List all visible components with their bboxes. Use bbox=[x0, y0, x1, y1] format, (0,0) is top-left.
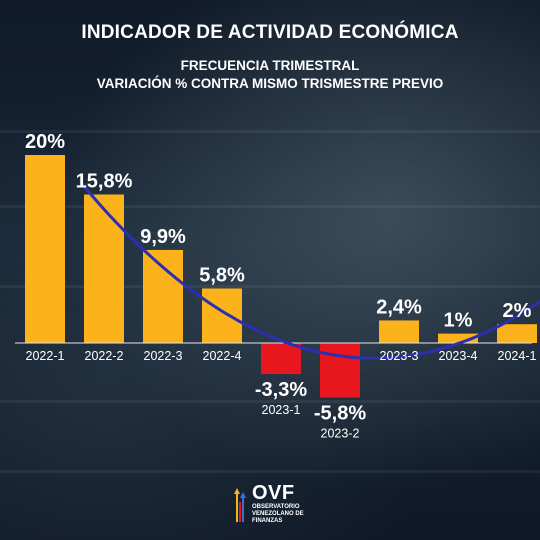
chart-subtitle-variation: VARIACIÓN % CONTRA MISMO TRISMESTRE PREV… bbox=[96, 76, 444, 91]
category-label: 2023-1 bbox=[262, 403, 301, 417]
bar-2023-2 bbox=[320, 343, 360, 398]
value-label: 9,9% bbox=[140, 226, 186, 248]
background-shelf bbox=[0, 400, 540, 403]
category-label: 2022-4 bbox=[203, 349, 242, 363]
logo-name: OVF bbox=[252, 482, 295, 504]
category-label: 2024-1 bbox=[498, 349, 537, 363]
value-label: 20% bbox=[25, 131, 65, 153]
bar-2023-4 bbox=[438, 333, 478, 343]
bar-2022-1 bbox=[25, 155, 65, 343]
chart-subtitle-frequency: FRECUENCIA TRIMESTRAL bbox=[180, 58, 360, 73]
bar-2024-1 bbox=[497, 324, 537, 343]
category-labels-group: 2022-1 2022-2 2022-3 2022-4 2023-1 2023-2 2023… bbox=[26, 349, 537, 441]
background-shelf bbox=[0, 285, 540, 288]
category-label: 2022-1 bbox=[26, 349, 65, 363]
background-shelf bbox=[0, 205, 540, 208]
ovf-arrows-icon bbox=[234, 488, 246, 522]
logo-tagline-line: OBSERVATORIO bbox=[252, 504, 300, 510]
category-label: 2023-4 bbox=[439, 349, 478, 363]
value-label: 15,8% bbox=[76, 170, 133, 192]
value-label: -3,3% bbox=[255, 379, 307, 401]
logo-tagline-line: FINANZAS bbox=[252, 518, 283, 524]
ovf-logo: OVF OBSERVATORIO VENEZOLANO DE FINANZAS bbox=[232, 482, 322, 524]
category-label: 2022-2 bbox=[85, 349, 124, 363]
category-label: 2022-3 bbox=[144, 349, 183, 363]
bar-2022-4 bbox=[202, 288, 242, 343]
bar-2022-3 bbox=[143, 249, 183, 343]
value-labels-group: 20% 15,8% 9,9% 5,8% -3,3% -5,8% 2,4% 1% 2% bbox=[25, 131, 532, 425]
background-shelf bbox=[0, 130, 540, 133]
trend-line bbox=[79, 181, 540, 360]
background-shelf bbox=[0, 470, 540, 473]
bar-2023-3 bbox=[379, 320, 419, 343]
value-label: 5,8% bbox=[199, 264, 245, 286]
category-label: 2023-3 bbox=[380, 349, 419, 363]
value-label: 2,4% bbox=[376, 296, 422, 318]
logo-tagline-line: VENEZOLANO DE bbox=[252, 511, 304, 517]
value-label: -5,8% bbox=[314, 403, 366, 425]
logo-tagline: OBSERVATORIO VENEZOLANO DE FINANZAS bbox=[252, 504, 322, 525]
value-label: 2% bbox=[503, 300, 532, 322]
value-label: 1% bbox=[444, 310, 473, 332]
chart-title: INDICADOR DE ACTIVIDAD ECONÓMICA bbox=[81, 22, 459, 43]
bar-2022-2 bbox=[84, 194, 124, 343]
bar-2023-1 bbox=[261, 343, 301, 375]
category-label: 2023-2 bbox=[321, 427, 360, 441]
